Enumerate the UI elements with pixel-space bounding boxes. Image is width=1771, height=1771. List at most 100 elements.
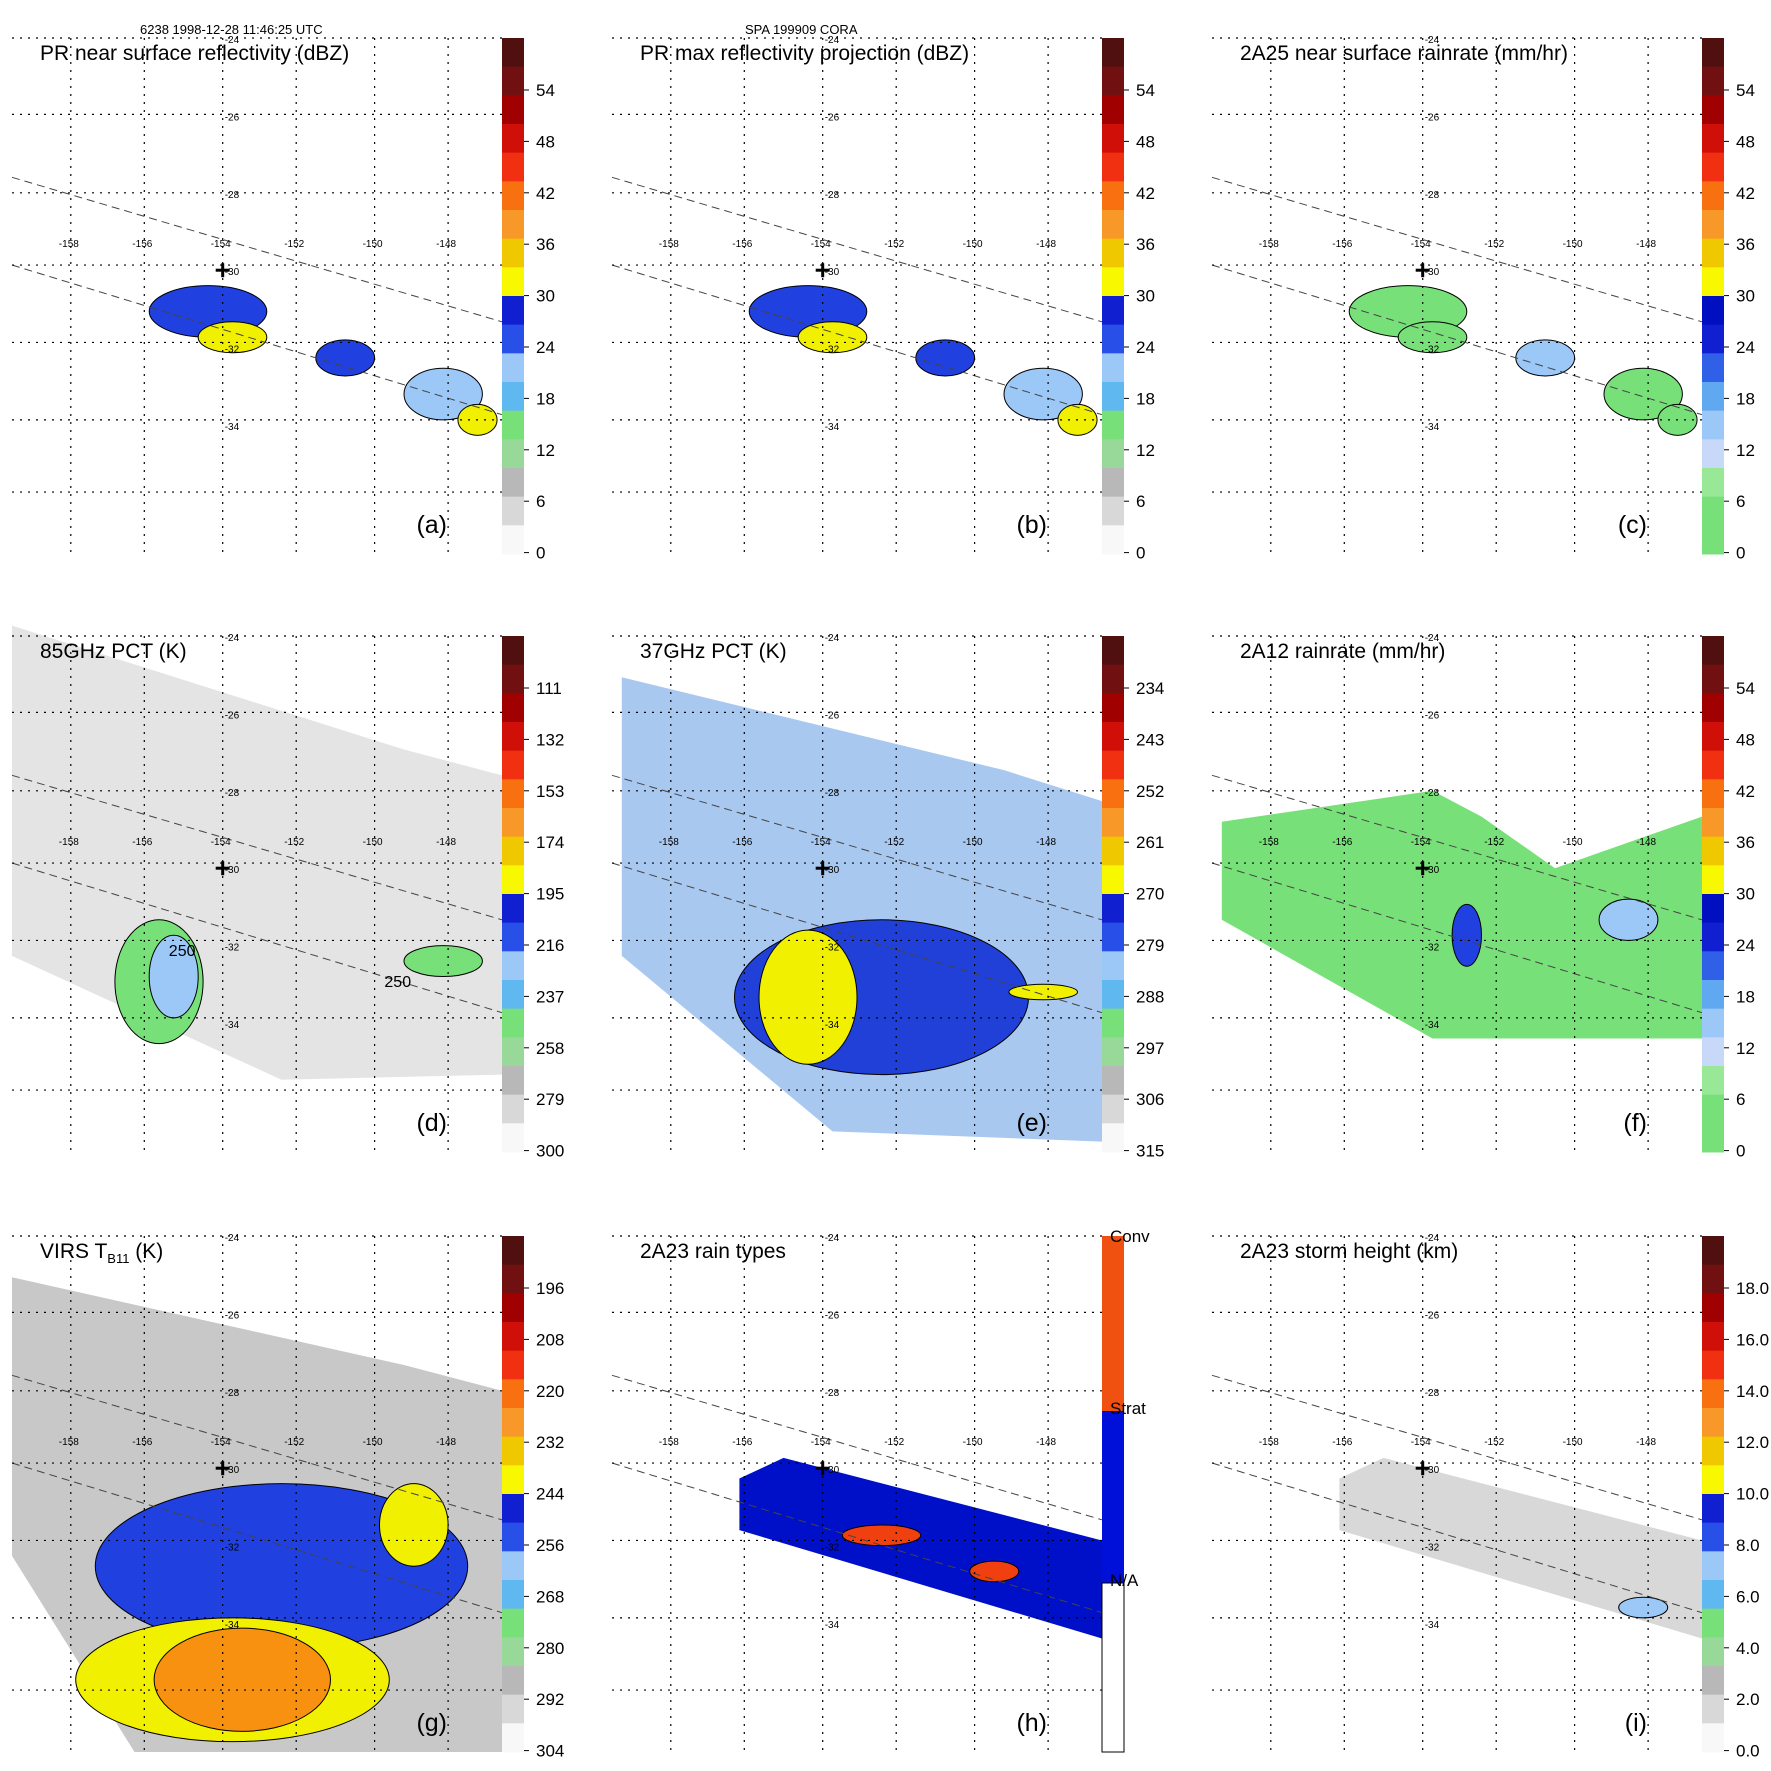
colorbar-segment [502, 38, 524, 68]
rain-cell [1598, 898, 1659, 941]
colorbar-segment [1702, 1350, 1724, 1380]
panel-title: 2A23 storm height (km) [1240, 1240, 1458, 1263]
colorbar-label: 2.0 [1736, 1690, 1760, 1709]
tb-depression [1008, 983, 1078, 1001]
colorbar-segment [502, 1580, 524, 1610]
colorbar-segment [1702, 181, 1724, 211]
colorbar-label: 8.0 [1736, 1536, 1760, 1555]
lat-tick-label: -28 [225, 190, 240, 201]
colorbar-segment [502, 124, 524, 154]
lon-tick-label: -154 [1411, 239, 1431, 250]
colorbar-label: 30 [536, 287, 555, 306]
lon-tick-label: -152 [1484, 837, 1504, 848]
lon-tick-label: -158 [659, 239, 679, 250]
colorbar-label: 6.0 [1736, 1587, 1760, 1606]
colorbar-label: 42 [1136, 184, 1155, 203]
rain-cell [315, 339, 376, 377]
colorbar-label: 174 [536, 833, 564, 852]
lon-tick-label: -156 [1332, 1437, 1352, 1448]
colorbar-segment [1102, 808, 1124, 838]
colorbar-segment [502, 1436, 524, 1466]
colorbar-segment [502, 636, 524, 666]
lon-tick-label: -152 [1484, 239, 1504, 250]
colorbar-segment [1702, 779, 1724, 809]
colorbar-label: 196 [536, 1279, 564, 1298]
lon-tick-label: -154 [1411, 837, 1431, 848]
contour-label: 250 [384, 974, 411, 991]
colorbar-segment [502, 1293, 524, 1323]
colorbar-label: 252 [1136, 782, 1164, 801]
colorbar-segment [502, 382, 524, 412]
colorbar-segment [1702, 66, 1724, 96]
lon-tick-label: -158 [1259, 1437, 1279, 1448]
colorbar-label: 232 [536, 1433, 564, 1452]
colorbar-label: 18 [536, 389, 555, 408]
panel-d: -158 -156 -154 -152 -150 -148 -24 -26 -28 -30 -32 -… [11, 625, 564, 1161]
lat-tick-label: -28 [1425, 1388, 1440, 1399]
colorbar-segment [502, 1666, 524, 1696]
lat-tick-label: -30 [825, 865, 840, 876]
colorbar-label: 12.0 [1736, 1433, 1769, 1452]
colorbar-segment [1702, 1551, 1724, 1581]
colorbar-segment [1702, 324, 1724, 354]
colorbar-segment [502, 496, 524, 526]
lon-tick-label: -154 [811, 1437, 831, 1448]
panel-title: 2A23 rain types [640, 1240, 786, 1263]
colorbar-label: 48 [1736, 132, 1755, 151]
colorbar-segment [1102, 1411, 1124, 1583]
colorbar-segment [502, 324, 524, 354]
colorbar-segment [1702, 1123, 1724, 1153]
colorbar-label: 48 [1736, 730, 1755, 749]
colorbar-segment [1702, 693, 1724, 723]
colorbar-label: 42 [536, 184, 555, 203]
panel-title: 85GHz PCT (K) [40, 640, 187, 663]
colorbar-label: 54 [1136, 81, 1155, 100]
colorbar-segment [502, 525, 524, 555]
panel-h: -158 -156 -154 -152 -150 -148 -24 -26 -28 -30 -32 -… [611, 1227, 1150, 1753]
colorbar-segment [1702, 894, 1724, 924]
colorbar-segment [502, 353, 524, 383]
lon-tick-label: -152 [884, 239, 904, 250]
lat-tick-label: -32 [825, 345, 840, 356]
colorbar-label: 216 [536, 936, 564, 955]
lon-tick-label: -158 [1259, 837, 1279, 848]
colorbar-segment [1702, 1094, 1724, 1124]
lat-tick-label: -34 [825, 1620, 840, 1631]
colorbar-segment [502, 1008, 524, 1038]
colorbar-label: 304 [536, 1742, 564, 1761]
lon-tick-label: -152 [284, 239, 304, 250]
panel-title: 2A25 near surface rainrate (mm/hr) [1240, 42, 1568, 65]
colorbar-segment [1702, 1236, 1724, 1266]
colorbar-segment [1702, 1465, 1724, 1495]
colorbar-segment [502, 1350, 524, 1380]
colorbar-label: 292 [536, 1690, 564, 1709]
swath-edge [11, 862, 503, 1014]
colorbar-label: 18 [1136, 389, 1155, 408]
colorbar-segment [1702, 525, 1724, 555]
colorbar-label: 280 [536, 1639, 564, 1658]
colorbar-segment [502, 1408, 524, 1438]
colorbar-segment [1702, 1723, 1724, 1753]
lon-tick-label: -150 [363, 837, 383, 848]
lat-tick-label: -28 [225, 788, 240, 799]
swath-edge [611, 1374, 1103, 1521]
colorbar-segment [502, 664, 524, 694]
swath-edge [611, 264, 1103, 416]
contour-label: 250 [169, 943, 196, 960]
swath-edge [1211, 1462, 1703, 1614]
colorbar-segment [502, 1608, 524, 1638]
rain-cell [1003, 367, 1083, 421]
lat-tick-label: -32 [825, 943, 840, 954]
colorbar-segment [1702, 1322, 1724, 1352]
lat-tick-label: -26 [225, 1310, 240, 1321]
lon-tick-label: -150 [963, 239, 983, 250]
lon-tick-label: -156 [1332, 239, 1352, 250]
lon-tick-label: -150 [1563, 1437, 1583, 1448]
lon-tick-label: -156 [732, 1437, 752, 1448]
colorbar-segment [1102, 410, 1124, 440]
panel-e: -158 -156 -154 -152 -150 -148 -24 -26 -28 -30 -32 -… [611, 633, 1164, 1161]
colorbar-label: 30 [1736, 287, 1755, 306]
colorbar-label: 12 [1736, 1039, 1755, 1058]
lat-tick-label: -24 [225, 35, 240, 46]
lat-tick-label: -34 [1425, 422, 1440, 433]
